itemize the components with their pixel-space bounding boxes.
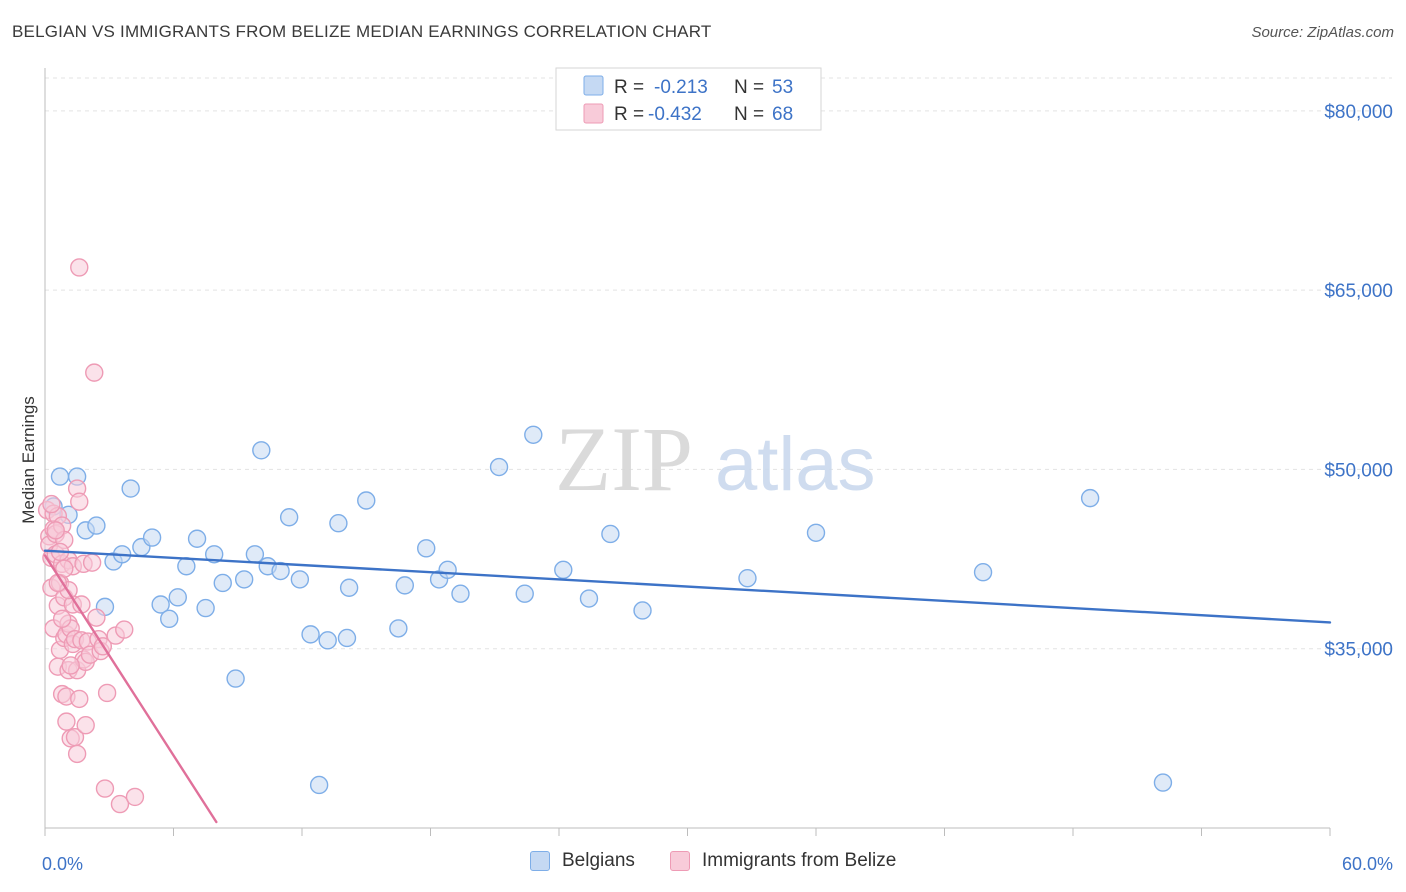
point-belgians [226, 669, 245, 688]
point-belize [87, 608, 106, 627]
point-belgians [806, 523, 826, 542]
legend-swatch-belize [583, 103, 604, 124]
point-belgians [279, 508, 299, 527]
point-belgians [121, 479, 140, 498]
watermark: ZIP atlas [555, 408, 876, 510]
y-tick-labels: $35,000 $50,000 $65,000 $80,000 [1324, 102, 1393, 661]
point-belize [67, 744, 87, 764]
point-belgians [579, 589, 599, 608]
point-belize [61, 656, 80, 675]
point-belgians [329, 514, 348, 533]
point-belize [42, 494, 61, 514]
point-belize [46, 521, 65, 540]
legend-top: R = -0.213 N = 53 R = -0.432 N = 68 [555, 67, 822, 131]
point-belgians [554, 560, 573, 580]
point-belize [70, 689, 89, 709]
point-belgians [290, 570, 310, 589]
point-belize [70, 258, 89, 277]
point-belgians [515, 584, 534, 603]
point-belize [57, 712, 76, 731]
point-belgians [50, 467, 70, 486]
legend-swatch-icon [670, 851, 690, 871]
point-belgians [142, 528, 162, 547]
point-belgians [160, 609, 179, 629]
point-belgians [213, 573, 232, 593]
point-belgians [395, 576, 414, 595]
x-tick-labels: 0.0% 60.0% [42, 854, 1393, 874]
point-belgians [973, 563, 993, 582]
legend-n-value-belgians: 53 [772, 77, 793, 98]
legend-item-belgians[interactable]: Belgians [530, 850, 635, 872]
trend-lines [43, 549, 1332, 824]
point-belgians [601, 524, 620, 544]
legend-label-belgians: Belgians [562, 850, 635, 871]
legend-r-value-belgians: -0.213 [654, 77, 708, 98]
point-belgians [1080, 488, 1100, 508]
y-tick-label: $50,000 [1324, 460, 1393, 481]
point-belize [125, 787, 145, 807]
x-tick-label-max: 60.0% [1342, 854, 1393, 874]
point-belgians [234, 570, 254, 589]
point-belize [76, 716, 95, 735]
y-tick-label: $65,000 [1324, 281, 1393, 302]
point-belize [95, 779, 115, 798]
legend-n-label-belize: N = [734, 104, 764, 125]
legend-bottom: Belgians Immigrants from Belize [0, 850, 1406, 880]
trend-line-belgians [43, 549, 1332, 624]
point-belgians [438, 560, 457, 580]
legend-label-belize: Immigrants from Belize [702, 850, 897, 871]
point-belgians [196, 598, 215, 618]
point-belize [115, 620, 134, 639]
point-belgians [489, 457, 509, 477]
legend-r-value-belize: -0.432 [648, 104, 702, 125]
point-belize [70, 492, 89, 511]
source-credit: Source: ZipAtlas.com [1251, 24, 1394, 41]
point-belgians [187, 529, 207, 548]
point-belgians [417, 539, 436, 558]
y-tick-label: $35,000 [1324, 640, 1393, 661]
legend-n-value-belize: 68 [772, 104, 793, 125]
legend-swatch-belgians [583, 75, 604, 96]
point-belgians [87, 516, 106, 535]
series-belize [37, 258, 145, 814]
trend-line-belize [43, 554, 218, 824]
axes [44, 68, 1331, 836]
legend-n-label-belgians: N = [734, 77, 764, 98]
point-belgians [337, 628, 357, 648]
legend-r-label-belize: R = [614, 104, 644, 125]
legend-r-label-belgians: R = [614, 77, 644, 98]
point-belgians [451, 584, 470, 603]
point-belgians [633, 601, 652, 620]
point-belgians [1153, 773, 1173, 792]
point-belgians [738, 568, 757, 588]
point-belgians [309, 775, 329, 795]
point-belgians [301, 625, 320, 644]
point-belgians [151, 595, 170, 614]
point-belgians [168, 588, 187, 607]
point-belgians [339, 578, 359, 597]
legend-item-belize[interactable]: Immigrants from Belize [670, 850, 896, 872]
point-belgians [389, 619, 408, 638]
chart-title: BELGIAN VS IMMIGRANTS FROM BELIZE MEDIAN… [12, 22, 712, 41]
point-belgians [357, 491, 376, 510]
y-axis-title: Median Earnings [19, 396, 38, 524]
legend-swatch-icon [530, 851, 550, 871]
point-belize [97, 683, 117, 703]
point-belize [52, 609, 72, 629]
watermark-atlas: atlas [715, 422, 876, 507]
point-belgians [252, 441, 271, 460]
point-belize [82, 553, 102, 572]
point-belgians [318, 631, 337, 650]
point-belgians [524, 425, 543, 444]
point-belgians [271, 561, 290, 581]
watermark-zip: ZIP [555, 408, 693, 510]
point-belize [110, 794, 130, 814]
point-belgians [204, 545, 224, 564]
point-belize [85, 363, 104, 382]
x-tick-label-min: 0.0% [42, 854, 83, 874]
y-tick-label: $80,000 [1324, 102, 1393, 123]
point-belgians [177, 557, 196, 576]
